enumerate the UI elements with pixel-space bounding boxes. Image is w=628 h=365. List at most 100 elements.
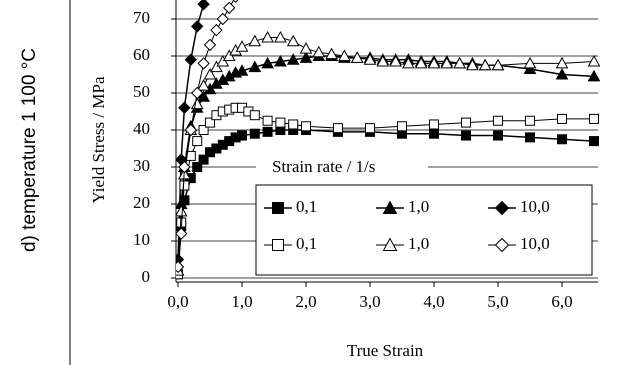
marker	[453, 56, 466, 69]
marker	[222, 1, 236, 15]
marker	[249, 110, 260, 121]
marker	[429, 128, 439, 139]
marker	[197, 57, 210, 70]
x-tick-label: 5,0	[487, 292, 508, 311]
marker	[523, 62, 537, 74]
marker	[414, 56, 428, 69]
legend-label: 0,1	[296, 197, 317, 216]
marker	[235, 64, 249, 76]
marker	[440, 56, 454, 69]
y-tick-label: 70	[133, 8, 150, 27]
marker	[249, 128, 260, 139]
marker	[248, 60, 262, 73]
legend-title: Strain rate / 1/s	[272, 157, 375, 176]
marker	[197, 0, 210, 11]
legend-box	[255, 184, 593, 276]
marker	[525, 115, 535, 126]
x-tick-label: 6,0	[551, 292, 572, 311]
marker	[184, 53, 198, 66]
marker	[587, 69, 600, 82]
marker	[461, 117, 471, 128]
marker	[198, 154, 209, 165]
x-tick-label: 4,0	[423, 292, 444, 311]
y-tick-label: 50	[133, 82, 150, 101]
marker	[216, 12, 230, 26]
marker	[333, 123, 343, 134]
y-tick-label: 40	[133, 119, 150, 138]
marker	[365, 123, 375, 134]
marker	[184, 123, 198, 137]
legend-label: 0,1	[296, 234, 317, 253]
marker	[478, 58, 492, 71]
marker	[286, 34, 300, 47]
x-tick-label: 2,0	[295, 292, 316, 311]
marker	[363, 53, 377, 65]
marker	[274, 30, 287, 43]
marker	[525, 132, 535, 143]
marker	[589, 113, 599, 124]
marker	[429, 119, 439, 130]
marker	[461, 130, 471, 141]
marker	[376, 55, 390, 67]
marker	[427, 56, 441, 69]
marker	[192, 162, 203, 172]
marker	[210, 23, 223, 37]
marker	[248, 34, 262, 47]
marker	[338, 49, 351, 61]
marker	[272, 202, 284, 214]
legend-label: 10,0	[520, 197, 550, 216]
marker	[299, 51, 313, 63]
marker	[555, 56, 569, 69]
marker	[312, 45, 326, 58]
legend-label: 1,0	[408, 197, 429, 216]
marker	[237, 130, 247, 141]
x-axis-label: True Strain	[347, 341, 424, 360]
marker	[192, 136, 203, 147]
marker	[178, 160, 191, 174]
legend-label: 10,0	[520, 234, 550, 253]
marker	[587, 55, 600, 67]
marker	[176, 204, 188, 217]
panel-label: d) temperature 1 100 °C	[19, 48, 40, 252]
marker	[222, 49, 236, 61]
marker	[557, 113, 567, 124]
legend-title-bg	[256, 154, 428, 180]
marker	[523, 56, 537, 69]
marker	[466, 58, 479, 71]
marker	[197, 90, 210, 102]
marker	[275, 117, 286, 128]
marker	[262, 115, 273, 126]
marker	[397, 121, 407, 132]
marker	[299, 42, 313, 54]
marker	[493, 115, 503, 126]
marker	[382, 200, 398, 214]
x-tick-label: 3,0	[359, 292, 380, 311]
marker	[190, 20, 204, 33]
marker	[232, 0, 239, 4]
marker	[494, 237, 510, 253]
marker	[494, 200, 510, 216]
y-tick-label: 10	[133, 230, 150, 249]
legend-label: 1,0	[408, 234, 429, 253]
marker	[402, 56, 415, 69]
marker	[493, 130, 503, 141]
marker	[389, 55, 402, 67]
marker	[178, 101, 191, 115]
marker	[176, 227, 188, 240]
marker	[325, 47, 338, 60]
marker	[288, 119, 299, 130]
y-axis-label: Yield Stress / MPa	[89, 76, 108, 203]
marker	[203, 38, 217, 52]
marker	[261, 30, 274, 43]
marker	[350, 51, 364, 63]
marker	[286, 53, 300, 65]
x-tick-label: 0,0	[167, 292, 188, 311]
marker	[301, 121, 311, 132]
y-tick-label: 20	[133, 193, 150, 212]
y-tick-label: 30	[133, 156, 150, 175]
marker	[198, 125, 209, 135]
marker	[555, 67, 569, 80]
marker	[210, 60, 223, 73]
marker	[557, 134, 567, 145]
